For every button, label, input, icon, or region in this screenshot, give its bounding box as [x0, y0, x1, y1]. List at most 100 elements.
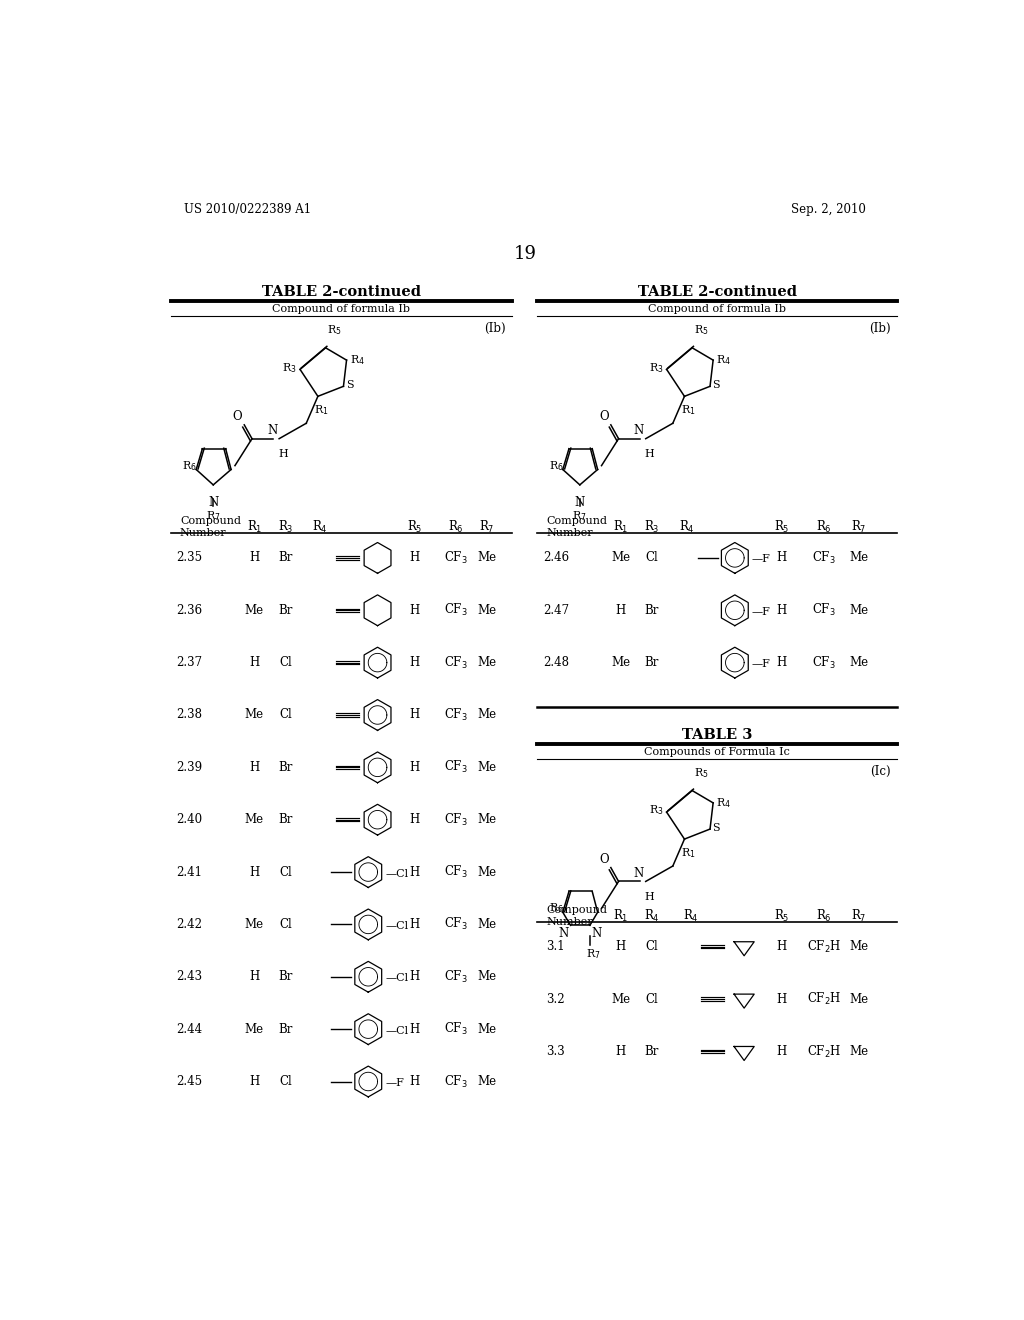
Text: H: H [410, 813, 420, 826]
Text: H: H [776, 940, 786, 953]
Text: H: H [249, 656, 259, 669]
Text: CF$_3$: CF$_3$ [444, 969, 468, 985]
Text: Cl: Cl [645, 940, 658, 953]
Text: H: H [410, 709, 420, 722]
Text: H: H [645, 449, 654, 459]
Text: R$_4$: R$_4$ [683, 908, 698, 924]
Text: CF$_3$: CF$_3$ [812, 655, 836, 671]
Text: Br: Br [645, 603, 659, 616]
Text: CF$_2$H: CF$_2$H [807, 1043, 841, 1060]
Text: 2.35: 2.35 [176, 552, 203, 565]
Text: Compound
Number: Compound Number [180, 516, 241, 539]
Text: H: H [410, 1074, 420, 1088]
Text: Me: Me [849, 656, 868, 669]
Text: R$_7$: R$_7$ [206, 510, 220, 523]
Text: CF$_2$H: CF$_2$H [807, 991, 841, 1007]
Text: R$_5$: R$_5$ [328, 323, 342, 337]
Text: 2.46: 2.46 [543, 552, 569, 565]
Text: H: H [410, 917, 420, 931]
Text: TABLE 3: TABLE 3 [682, 729, 753, 742]
Text: H: H [410, 603, 420, 616]
Text: R$_4$: R$_4$ [679, 519, 694, 535]
Text: TABLE 2-continued: TABLE 2-continued [261, 285, 421, 300]
Text: Me: Me [477, 552, 497, 565]
Text: Me: Me [245, 1023, 264, 1036]
Text: 3.1: 3.1 [547, 940, 565, 953]
Text: H: H [776, 552, 786, 565]
Text: 2.43: 2.43 [176, 970, 203, 983]
Text: Me: Me [849, 940, 868, 953]
Text: Compound of formula Ib: Compound of formula Ib [648, 304, 786, 314]
Text: Me: Me [477, 709, 497, 722]
Text: R$_5$: R$_5$ [773, 519, 790, 535]
Text: —Cl: —Cl [385, 869, 409, 879]
Text: Me: Me [849, 1045, 868, 1057]
Text: —F: —F [752, 659, 771, 669]
Text: Me: Me [245, 917, 264, 931]
Text: R$_5$: R$_5$ [693, 323, 709, 337]
Text: H: H [279, 449, 288, 459]
Text: R$_6$: R$_6$ [816, 519, 831, 535]
Text: Me: Me [611, 552, 631, 565]
Text: 3.3: 3.3 [547, 1045, 565, 1057]
Text: 2.38: 2.38 [176, 709, 202, 722]
Text: CF$_3$: CF$_3$ [444, 708, 468, 723]
Text: N: N [634, 424, 644, 437]
Text: R$_3$: R$_3$ [283, 360, 297, 375]
Text: 2.42: 2.42 [176, 917, 202, 931]
Text: Me: Me [477, 813, 497, 826]
Text: Cl: Cl [279, 1074, 292, 1088]
Text: Me: Me [477, 656, 497, 669]
Text: —F: —F [385, 1078, 404, 1088]
Text: H: H [615, 940, 626, 953]
Text: CF$_3$: CF$_3$ [444, 812, 468, 828]
Text: H: H [249, 552, 259, 565]
Text: 2.45: 2.45 [176, 1074, 203, 1088]
Text: H: H [410, 760, 420, 774]
Text: 3.2: 3.2 [547, 993, 565, 1006]
Text: H: H [410, 656, 420, 669]
Text: H: H [615, 603, 626, 616]
Text: 2.39: 2.39 [176, 760, 203, 774]
Text: Br: Br [279, 552, 293, 565]
Text: Me: Me [611, 993, 631, 1006]
Text: R$_1$: R$_1$ [681, 404, 695, 417]
Text: N: N [592, 927, 602, 940]
Text: Br: Br [279, 813, 293, 826]
Text: CF$_3$: CF$_3$ [444, 550, 468, 566]
Text: H: H [776, 603, 786, 616]
Text: R$_7$: R$_7$ [851, 908, 866, 924]
Text: CF$_3$: CF$_3$ [444, 655, 468, 671]
Text: Cl: Cl [645, 993, 658, 1006]
Text: Cl: Cl [645, 552, 658, 565]
Text: Cl: Cl [279, 866, 292, 879]
Text: R$_5$: R$_5$ [693, 766, 709, 780]
Text: 2.40: 2.40 [176, 813, 203, 826]
Text: R$_1$: R$_1$ [314, 404, 329, 417]
Text: N: N [634, 867, 644, 880]
Text: Me: Me [477, 1023, 497, 1036]
Text: S: S [713, 380, 720, 389]
Text: 2.41: 2.41 [176, 866, 202, 879]
Text: Me: Me [477, 760, 497, 774]
Text: Compound
Number: Compound Number [547, 906, 607, 927]
Text: Br: Br [279, 1023, 293, 1036]
Text: R$_3$: R$_3$ [649, 804, 664, 817]
Text: Me: Me [477, 603, 497, 616]
Text: H: H [249, 866, 259, 879]
Text: R$_5$: R$_5$ [407, 519, 423, 535]
Text: Me: Me [477, 866, 497, 879]
Text: Me: Me [477, 970, 497, 983]
Text: H: H [410, 866, 420, 879]
Text: 19: 19 [513, 244, 537, 263]
Text: Br: Br [279, 603, 293, 616]
Text: Me: Me [245, 813, 264, 826]
Text: CF$_3$: CF$_3$ [444, 916, 468, 932]
Text: N: N [559, 927, 569, 940]
Text: H: H [410, 970, 420, 983]
Text: Compound
Number: Compound Number [547, 516, 607, 539]
Text: S: S [713, 822, 720, 833]
Text: Me: Me [477, 917, 497, 931]
Text: R$_5$: R$_5$ [773, 908, 790, 924]
Text: R$_4$: R$_4$ [716, 354, 731, 367]
